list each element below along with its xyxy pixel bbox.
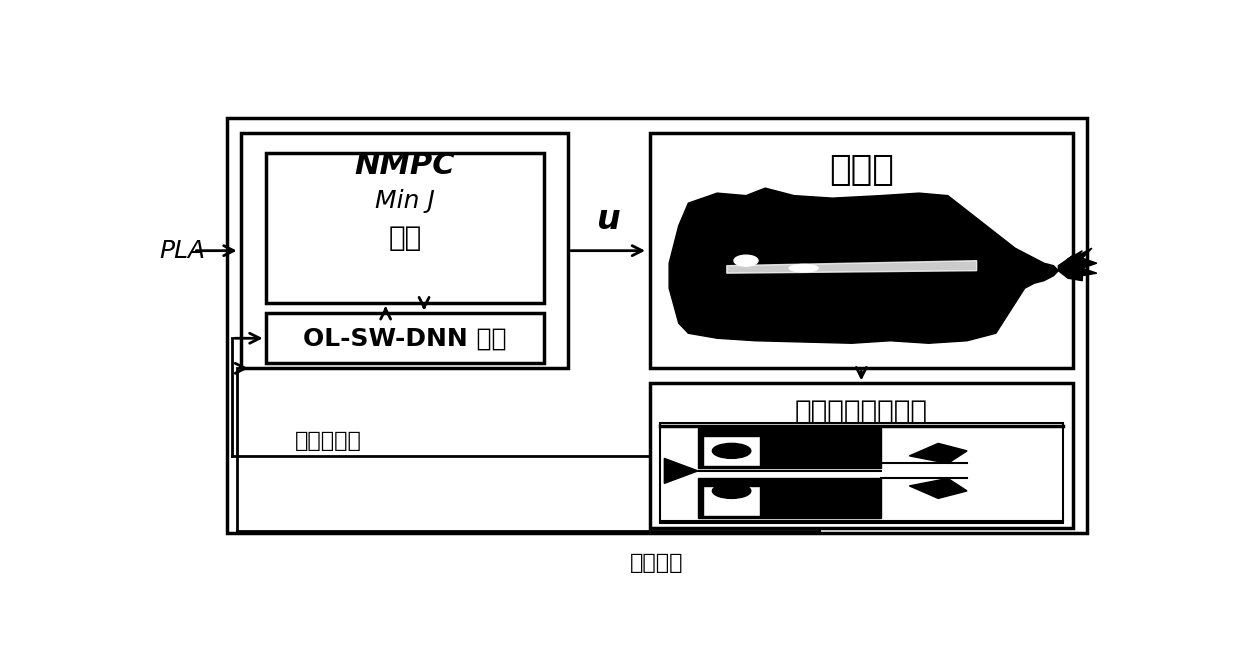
Text: NMPC: NMPC bbox=[355, 151, 455, 179]
Polygon shape bbox=[909, 443, 967, 463]
Polygon shape bbox=[727, 261, 977, 273]
Polygon shape bbox=[1059, 248, 1097, 281]
FancyBboxPatch shape bbox=[227, 118, 1087, 534]
FancyBboxPatch shape bbox=[698, 428, 880, 469]
Ellipse shape bbox=[790, 265, 818, 272]
Text: Min J: Min J bbox=[374, 188, 435, 213]
Text: OL-SW-DNN 模型: OL-SW-DNN 模型 bbox=[303, 326, 507, 350]
Polygon shape bbox=[909, 478, 967, 499]
Polygon shape bbox=[665, 458, 698, 484]
FancyBboxPatch shape bbox=[703, 486, 760, 516]
FancyBboxPatch shape bbox=[650, 133, 1073, 369]
Text: PLA: PLA bbox=[160, 239, 206, 263]
Text: 不可测参数: 不可测参数 bbox=[295, 431, 361, 451]
Ellipse shape bbox=[712, 484, 751, 499]
FancyBboxPatch shape bbox=[650, 384, 1073, 528]
Ellipse shape bbox=[734, 255, 758, 266]
Text: 可测参数: 可测参数 bbox=[630, 554, 684, 573]
FancyBboxPatch shape bbox=[698, 478, 880, 519]
FancyBboxPatch shape bbox=[660, 423, 1063, 523]
Text: 发动机: 发动机 bbox=[828, 153, 894, 187]
Ellipse shape bbox=[712, 443, 751, 458]
FancyBboxPatch shape bbox=[265, 313, 544, 363]
FancyBboxPatch shape bbox=[242, 133, 568, 369]
Text: u: u bbox=[598, 203, 621, 236]
Text: 发动机非线性模型: 发动机非线性模型 bbox=[795, 398, 928, 426]
Polygon shape bbox=[670, 188, 1059, 343]
FancyBboxPatch shape bbox=[265, 153, 544, 303]
FancyBboxPatch shape bbox=[703, 436, 760, 466]
Text: 优化: 优化 bbox=[388, 224, 422, 252]
